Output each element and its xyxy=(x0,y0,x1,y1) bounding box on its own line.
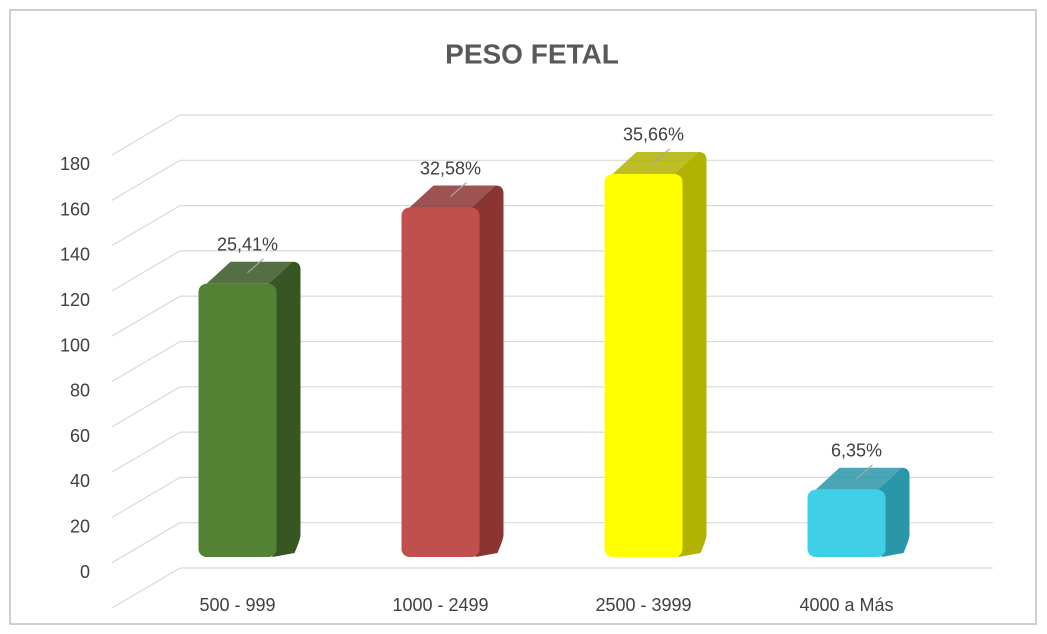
bar xyxy=(807,467,910,557)
y-tick-label: 100 xyxy=(60,335,90,355)
label-leader xyxy=(653,148,670,164)
x-tick-label: 2500 - 3999 xyxy=(595,595,691,615)
grid-line-depth xyxy=(111,567,181,609)
label-leader xyxy=(450,182,467,198)
bar xyxy=(604,151,707,557)
bar-front xyxy=(198,283,277,557)
grid-line-depth xyxy=(111,431,181,473)
value-label: 6,35% xyxy=(831,441,882,461)
y-tick-label: 60 xyxy=(70,426,90,446)
y-tick-label: 120 xyxy=(60,290,90,310)
bar-top xyxy=(612,151,699,174)
grid-line-depth xyxy=(111,476,181,518)
y-tick-label: 140 xyxy=(60,245,90,265)
grid-line-depth xyxy=(111,205,181,247)
y-tick-label: 80 xyxy=(70,381,90,401)
y-tick-label: 160 xyxy=(60,199,90,219)
label-leader xyxy=(856,464,873,480)
bar-top xyxy=(206,261,293,284)
y-tick-label: 180 xyxy=(60,154,90,174)
x-tick-label: 4000 a Más xyxy=(799,595,893,615)
bar-front xyxy=(604,173,683,557)
label-leader xyxy=(247,258,264,274)
bar-top xyxy=(815,467,902,490)
y-tick-label: 0 xyxy=(80,562,90,582)
grid-line-depth xyxy=(111,114,181,156)
grid-line-depth xyxy=(111,386,181,428)
x-tick-label: 500 - 999 xyxy=(199,595,275,615)
bar xyxy=(401,185,504,557)
grid-line-depth xyxy=(111,295,181,337)
grid-line-depth xyxy=(111,522,181,564)
grid-line-depth xyxy=(111,159,181,201)
value-label: 32,58% xyxy=(420,158,481,178)
bar-front xyxy=(401,207,480,557)
x-tick-label: 1000 - 2499 xyxy=(392,595,488,615)
chart-title: PESO FETAL xyxy=(445,38,619,69)
value-label: 35,66% xyxy=(623,125,684,145)
bar xyxy=(198,261,301,557)
grid-line-depth xyxy=(111,250,181,292)
value-label: 25,41% xyxy=(217,234,278,254)
y-tick-label: 20 xyxy=(70,516,90,536)
grid-line-depth xyxy=(111,340,181,383)
bar-front xyxy=(807,489,886,557)
y-tick-label: 40 xyxy=(70,471,90,491)
bar-top xyxy=(409,185,496,208)
